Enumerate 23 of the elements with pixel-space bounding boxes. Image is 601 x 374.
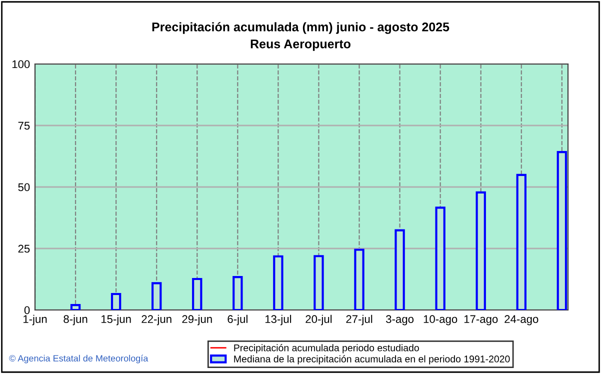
x-tick-label: 1-jun <box>23 314 47 326</box>
legend-label: Precipitación acumulada periodo estudiado <box>234 344 419 354</box>
legend-label: Mediana de la precipitación acumulada en el periodo 1991-2020 <box>234 355 510 364</box>
y-tick-label: 50 <box>18 183 30 192</box>
chart-subtitle: Reus Aeropuerto <box>250 40 350 51</box>
y-tick-label: 0 <box>24 306 30 314</box>
y-tick-label: 25 <box>18 244 30 253</box>
x-tick-label: 15-jun <box>101 314 131 326</box>
x-tick-label: 3-ago <box>386 315 414 326</box>
text: © Agencia Estatal de Meteorología <box>9 354 148 364</box>
x-tick-label: 6-jul <box>228 314 248 326</box>
x-tick-label: 10-ago <box>424 315 458 326</box>
x-tick-label: 17-ago <box>464 315 498 326</box>
x-tick-label: 8-jun <box>64 314 88 326</box>
x-tick-label: 13-jul <box>265 314 292 326</box>
x-tick-label: 24-ago <box>504 315 538 326</box>
x-tick-label: 27-jul <box>346 314 372 326</box>
chart-title: Precipitación acumulada (mm) junio - agosto 2025 <box>152 22 450 34</box>
x-tick-label: 29-jun <box>182 314 212 326</box>
x-tick-label: 22-jun <box>142 314 172 326</box>
y-tick-label: 100 <box>12 60 30 68</box>
y-tick-label: 75 <box>18 122 30 130</box>
x-tick-label: 20-jul <box>306 314 332 326</box>
